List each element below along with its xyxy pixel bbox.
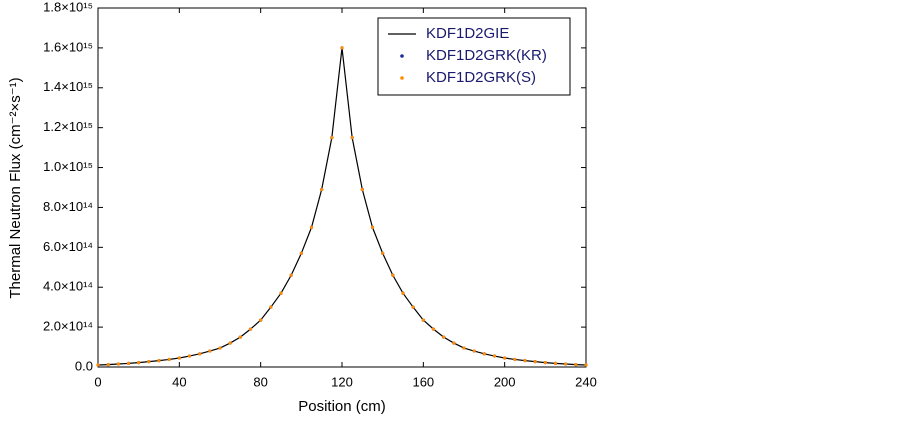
data-point: [482, 352, 486, 356]
data-point: [218, 346, 222, 350]
data-point: [462, 346, 466, 350]
y-tick-label: 8.0×10¹⁴: [43, 199, 93, 214]
data-point: [126, 361, 131, 366]
data-point: [167, 357, 171, 362]
legend-box: [377, 17, 571, 96]
data-point: [370, 225, 375, 229]
data-point: [431, 327, 436, 331]
y-tick-label: 1.8×10¹⁵: [43, 0, 93, 14]
y-tick-label: 0.0: [75, 358, 93, 373]
x-tick-label: 120: [331, 374, 353, 389]
data-point: [96, 363, 100, 367]
x-tick-label: 80: [253, 374, 267, 389]
y-tick-label: 1.6×10¹⁵: [43, 39, 93, 54]
data-point: [259, 318, 263, 322]
x-axis-title: Position (cm): [298, 398, 386, 415]
data-point: [513, 357, 517, 362]
data-point: [177, 356, 181, 360]
x-tick-label: 0: [94, 374, 101, 389]
y-tick-label: 1.4×10¹⁵: [43, 79, 93, 94]
data-point: [238, 335, 242, 339]
x-tick-label: 240: [575, 374, 597, 389]
legend-dot: [400, 76, 404, 80]
y-tick-label: 2.0×10¹⁴: [43, 319, 93, 334]
data-point: [157, 359, 161, 363]
y-tick-label: 1.2×10¹⁵: [43, 119, 93, 134]
data-point: [340, 46, 344, 50]
data-point: [564, 362, 568, 366]
data-point: [584, 363, 588, 367]
data-point: [137, 361, 141, 365]
data-point: [452, 341, 456, 345]
x-tick-label: 40: [172, 374, 186, 389]
data-point: [330, 136, 334, 140]
data-point: [279, 291, 283, 295]
data-point: [411, 305, 415, 309]
data-point: [533, 360, 537, 364]
legend-label: KDF1D2GRK(KR): [426, 47, 547, 64]
y-tick-label: 6.0×10¹⁴: [43, 239, 93, 254]
data-point: [198, 352, 202, 356]
legend-label: KDF1D2GRK(S): [426, 69, 536, 86]
data-point: [269, 305, 273, 309]
data-point: [116, 362, 120, 366]
data-point: [320, 187, 324, 192]
data-point: [574, 363, 578, 367]
data-point: [391, 273, 395, 277]
data-point: [523, 359, 527, 363]
legend-label: KDF1D2GIE: [426, 25, 509, 42]
data-point: [360, 187, 364, 192]
data-point: [503, 356, 507, 360]
data-point: [106, 363, 110, 367]
data-point: [543, 361, 547, 365]
data-point: [553, 361, 558, 366]
x-tick-label: 200: [494, 374, 516, 389]
data-point: [228, 341, 232, 345]
data-point: [309, 225, 314, 229]
data-point: [187, 354, 192, 358]
data-point: [147, 360, 151, 364]
data-point: [299, 251, 303, 255]
data-point: [381, 251, 385, 255]
y-axis-title: Thermal Neutron Flux (cm⁻²×s⁻¹): [7, 77, 24, 298]
y-tick-label: 4.0×10¹⁴: [43, 279, 93, 294]
legend-dot: [400, 54, 404, 58]
data-point: [442, 335, 446, 339]
data-point: [289, 273, 293, 277]
data-point: [492, 354, 497, 358]
data-point: [248, 327, 253, 331]
data-point: [208, 349, 212, 353]
x-tick-label: 160: [412, 374, 434, 389]
y-tick-label: 1.0×10¹⁵: [43, 159, 93, 174]
data-point: [472, 349, 476, 353]
data-point: [350, 136, 354, 140]
data-point: [421, 318, 425, 322]
data-point: [401, 291, 405, 295]
